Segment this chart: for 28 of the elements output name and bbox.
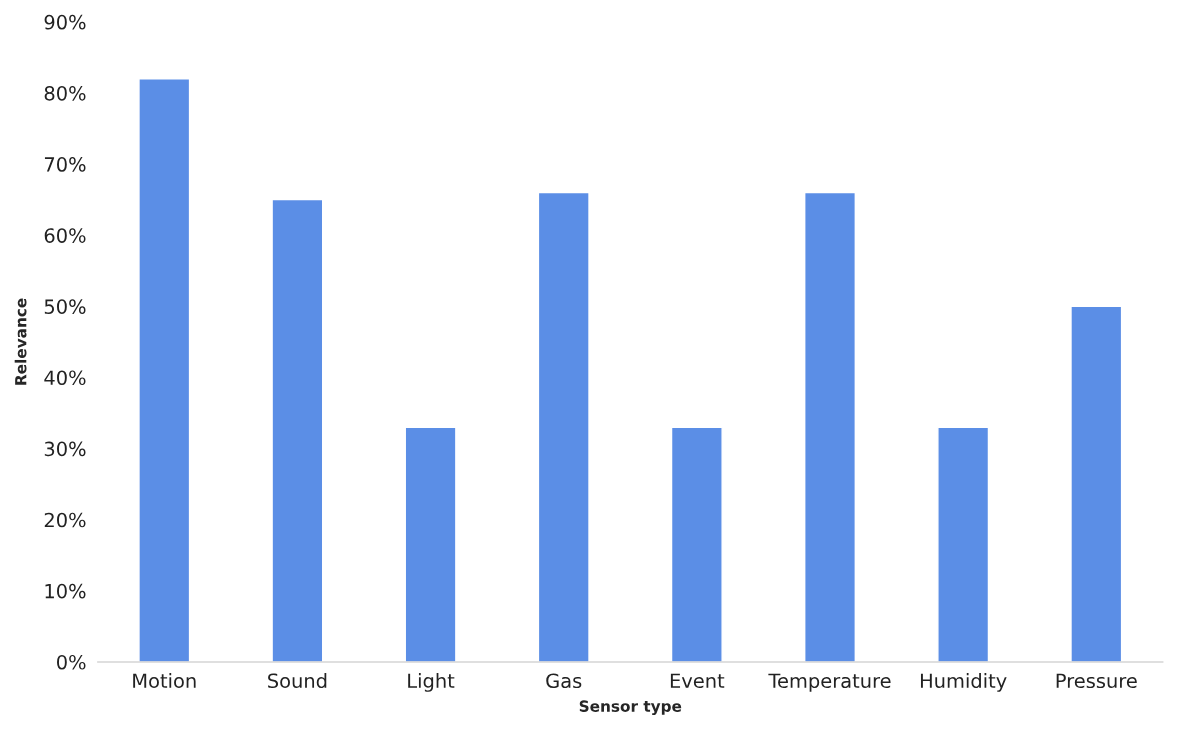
y-tick-label: 20% xyxy=(44,512,86,528)
x-tick-label: Motion xyxy=(133,673,196,689)
bar xyxy=(138,78,191,662)
y-tick-label: 50% xyxy=(44,299,86,315)
bar xyxy=(404,426,457,662)
x-tick-label: Temperature xyxy=(768,673,891,692)
bar xyxy=(804,191,856,662)
x-tick-label: Light xyxy=(408,673,455,692)
x-tick-label: Gas xyxy=(546,673,582,689)
bar xyxy=(271,198,324,662)
y-tick-label: 0% xyxy=(57,654,86,670)
bar xyxy=(1070,305,1123,662)
y-tick-label: 90% xyxy=(44,14,86,30)
bar xyxy=(670,426,723,662)
bar xyxy=(937,426,990,662)
y-tick-label: 40% xyxy=(44,370,86,386)
y-tick-label: 30% xyxy=(44,441,86,457)
y-tick-label: 10% xyxy=(45,583,86,599)
x-tick-label: Event xyxy=(670,673,725,689)
x-tick-label: Sound xyxy=(268,673,327,689)
x-tick-label: Pressure xyxy=(1056,673,1137,689)
bar xyxy=(537,191,590,662)
x-tick-label: Humidity xyxy=(920,673,1007,692)
y-axis-title: Relevance xyxy=(14,298,27,385)
y-tick-label: 70% xyxy=(44,157,86,172)
y-tick-label: 80% xyxy=(44,85,86,101)
y-tick-label: 60% xyxy=(44,228,86,243)
x-axis-title: Sensor type xyxy=(579,700,682,715)
